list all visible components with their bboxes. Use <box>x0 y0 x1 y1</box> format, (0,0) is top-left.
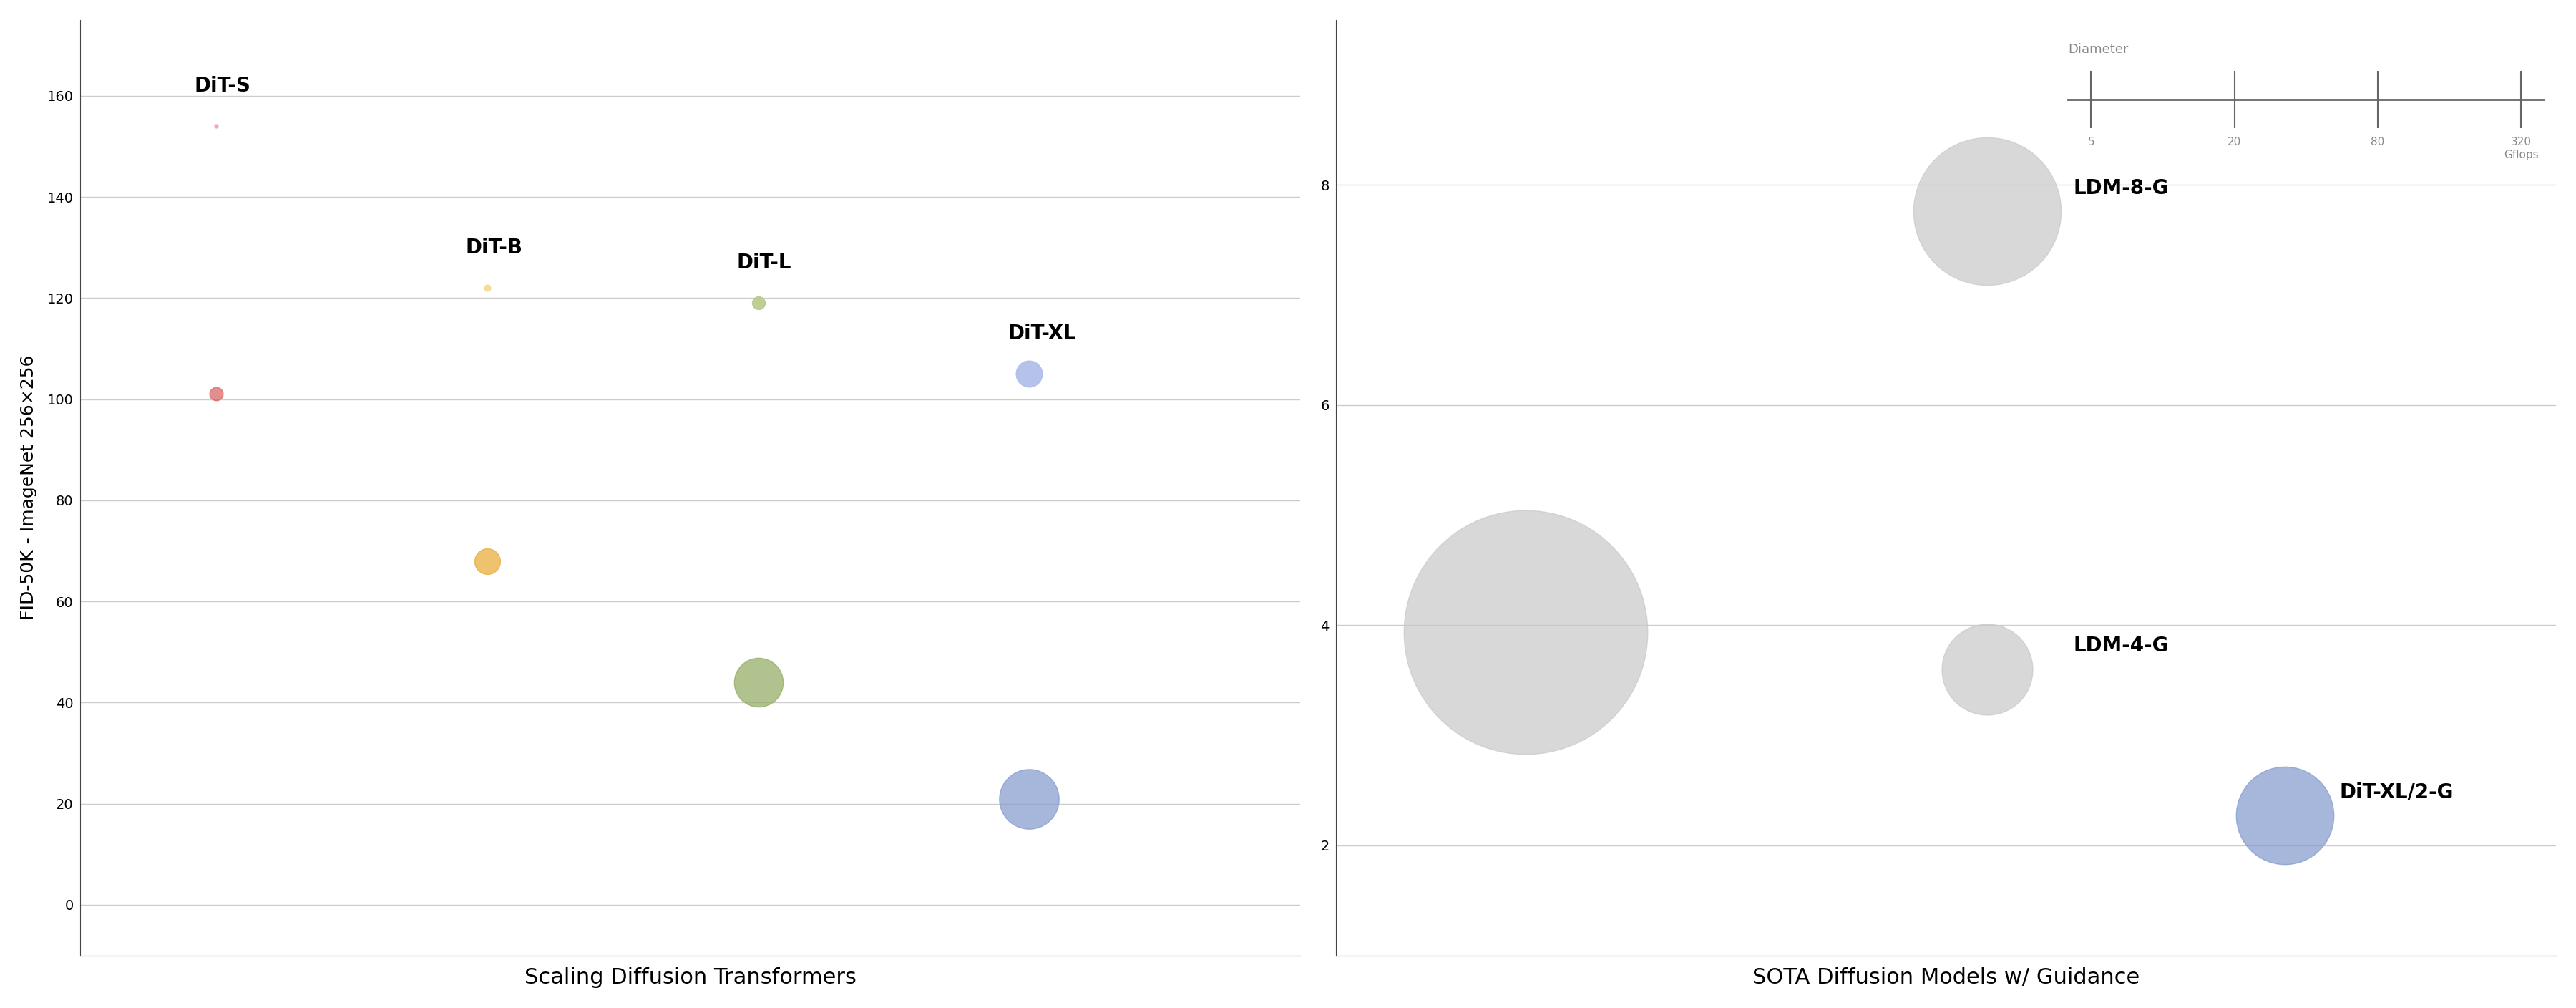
Point <box>1965 204 2007 220</box>
Point <box>1504 624 1546 640</box>
Text: DiT-S: DiT-S <box>193 76 250 96</box>
Point <box>737 295 778 311</box>
Text: 320
Gflops: 320 Gflops <box>2504 137 2537 160</box>
Text: Diameter: Diameter <box>2069 43 2128 56</box>
Text: DiT-B: DiT-B <box>466 238 523 258</box>
Text: LDM-4-G: LDM-4-G <box>2074 636 2169 656</box>
Text: LDM-8-G: LDM-8-G <box>2074 178 2169 199</box>
Text: 20: 20 <box>2228 137 2241 147</box>
Point <box>1010 366 1051 382</box>
Text: DiT-XL/2-G: DiT-XL/2-G <box>2339 782 2452 802</box>
Point <box>196 386 237 402</box>
Point <box>466 553 507 570</box>
Text: DiT-L: DiT-L <box>737 253 791 273</box>
Point <box>1010 790 1051 806</box>
Text: 5: 5 <box>2087 137 2094 147</box>
Point <box>1965 661 2007 677</box>
Text: DiT-XL: DiT-XL <box>1007 324 1077 344</box>
Point <box>2264 807 2306 824</box>
Y-axis label: FID-50K - ImageNet 256×256: FID-50K - ImageNet 256×256 <box>21 355 36 620</box>
Point <box>737 674 778 690</box>
Point <box>466 280 507 296</box>
Text: 80: 80 <box>2370 137 2385 147</box>
X-axis label: SOTA Diffusion Models w/ Guidance: SOTA Diffusion Models w/ Guidance <box>1752 968 2141 988</box>
X-axis label: Scaling Diffusion Transformers: Scaling Diffusion Transformers <box>526 968 855 988</box>
Point <box>196 118 237 134</box>
